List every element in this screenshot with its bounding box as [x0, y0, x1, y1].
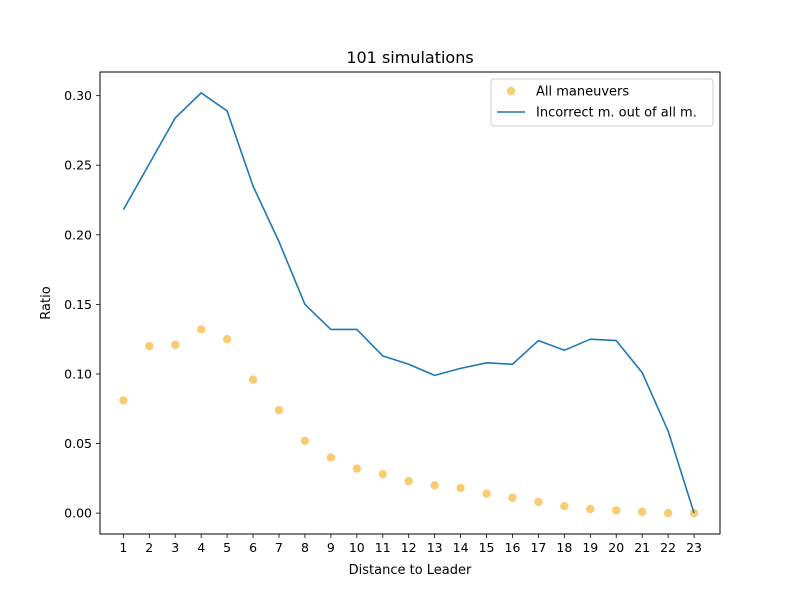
- scatter-point: [404, 476, 413, 486]
- x-tick-label: 17: [530, 540, 546, 555]
- legend-box: [490, 78, 714, 127]
- y-tick-label: 0.25: [64, 158, 92, 173]
- chart-title: 101 simulations: [346, 48, 473, 67]
- x-tick-label: 3: [171, 540, 179, 555]
- scatter-point: [171, 340, 180, 349]
- x-tick-label: 5: [223, 540, 231, 555]
- x-tick-label: 9: [327, 540, 335, 555]
- legend-label-all-maneuvers: All maneuvers: [536, 85, 629, 100]
- x-tick-label: 2: [145, 540, 153, 555]
- x-axis: 1 2 3 4 5 6 7 8 9 10 11 12 13 14 15 16 17 18 19 20 21 22 23: [119, 534, 702, 555]
- scatter-point: [663, 508, 673, 518]
- scatter-point: [586, 504, 595, 514]
- x-tick-label: 11: [375, 540, 391, 555]
- x-tick-label: 12: [401, 540, 417, 555]
- plot-area: [119, 92, 699, 518]
- scatter-point: [222, 334, 232, 344]
- scatter-point: [352, 464, 362, 473]
- scatter-point: [300, 436, 310, 445]
- y-axis: 0.00 0.05 0.10 0.15 0.20 0.25 0.30: [64, 88, 100, 521]
- scatter-point: [274, 405, 284, 415]
- x-tick-label: 4: [197, 540, 205, 555]
- x-tick-label: 14: [453, 540, 469, 555]
- scatter-point: [119, 396, 128, 405]
- x-tick-label: 18: [556, 540, 572, 555]
- x-tick-label: 16: [505, 540, 521, 555]
- scatter-point: [430, 481, 439, 490]
- x-tick-label: 7: [275, 540, 283, 555]
- x-tick-label: 22: [660, 540, 676, 555]
- scatter-point: [196, 325, 206, 334]
- y-tick-label: 0.15: [64, 297, 92, 312]
- x-tick-label: 20: [608, 540, 624, 555]
- x-tick-label: 1: [119, 540, 127, 555]
- scatter-point: [560, 501, 569, 511]
- scatter-point: [145, 341, 154, 351]
- x-tick-label: 21: [634, 540, 650, 555]
- axes-frame: [99, 71, 721, 535]
- y-axis-label: Ratio: [39, 286, 54, 319]
- scatter-point: [612, 506, 621, 515]
- scatter-point: [482, 489, 491, 498]
- x-tick-label: 23: [686, 540, 702, 555]
- scatter-point: [637, 507, 647, 516]
- x-tick-label: 19: [582, 540, 598, 555]
- x-tick-label: 15: [479, 540, 495, 555]
- scatter-point: [456, 483, 465, 493]
- scatter-point: [508, 493, 517, 503]
- y-tick-label: 0.20: [64, 227, 92, 242]
- legend: All maneuvers Incorrect m. out of all m.: [490, 78, 714, 127]
- y-tick-label: 0.05: [64, 436, 92, 451]
- scatter-point: [534, 497, 543, 507]
- y-tick-label: 0.10: [64, 366, 92, 381]
- legend-marker-scatter: [506, 86, 516, 96]
- y-tick-label: 0.00: [64, 506, 92, 521]
- x-tick-label: 8: [301, 540, 309, 555]
- x-tick-label: 10: [349, 540, 365, 555]
- x-tick-label: 6: [249, 540, 257, 555]
- x-axis-label: Distance to Leader: [349, 563, 472, 578]
- series-line: [122, 92, 695, 514]
- scatter-point: [248, 375, 258, 384]
- y-tick-label: 0.30: [64, 88, 92, 103]
- x-tick-label: 13: [427, 540, 443, 555]
- scatter-point: [378, 469, 387, 479]
- legend-label-incorrect: Incorrect m. out of all m.: [536, 106, 697, 121]
- scatter-point: [326, 453, 336, 462]
